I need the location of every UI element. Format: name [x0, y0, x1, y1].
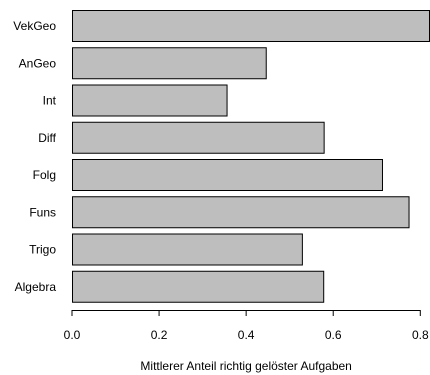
x-tick-label: 0.8: [412, 328, 429, 342]
x-tick-label: 0.4: [238, 328, 255, 342]
x-axis: 0.0 0.2 0.4 0.6 0.8: [64, 310, 429, 342]
bar-int: [72, 84, 228, 117]
bar-diff: [72, 121, 325, 154]
bar-trigo: [72, 233, 303, 266]
x-tick-label: 0.2: [151, 328, 168, 342]
category-label-vekgeo: VekGeo: [13, 19, 56, 33]
category-label-int: Int: [43, 94, 57, 108]
bar-algebra: [72, 270, 325, 303]
bars: [72, 10, 430, 303]
x-tick-label: 0.6: [325, 328, 342, 342]
category-label-diff: Diff: [38, 131, 56, 145]
category-label-trigo: Trigo: [29, 243, 56, 257]
category-label-funs: Funs: [29, 205, 56, 219]
bar-vekgeo: [72, 10, 430, 42]
bar-folg: [72, 159, 383, 191]
x-axis-title: Mittlerer Anteil richtig gelöster Aufgab…: [140, 359, 351, 373]
category-labels: VekGeo AnGeo Int Diff Folg Funs Trigo Algebra: [13, 19, 56, 294]
category-label-folg: Folg: [33, 168, 56, 182]
bar-angeo: [72, 47, 267, 80]
x-tick-label: 0.0: [64, 328, 81, 342]
bar-funs: [72, 196, 410, 229]
category-label-algebra: Algebra: [15, 280, 57, 294]
category-label-angeo: AnGeo: [19, 56, 57, 70]
